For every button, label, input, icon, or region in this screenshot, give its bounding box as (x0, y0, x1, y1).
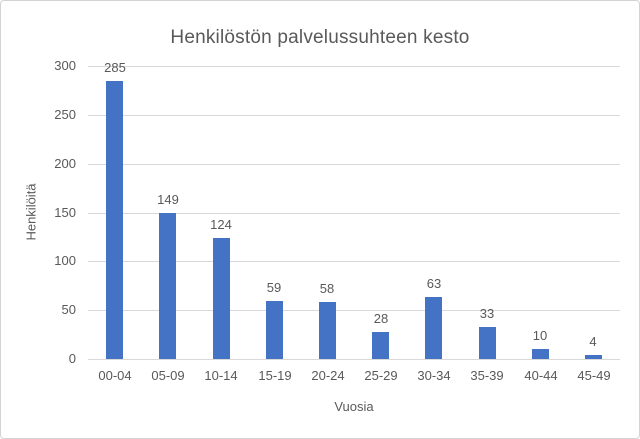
gridline (88, 213, 620, 214)
x-tick-label: 45-49 (577, 368, 611, 383)
x-tick-label: 40-44 (524, 368, 558, 383)
bar-value-label: 149 (157, 192, 179, 207)
gridline (88, 115, 620, 116)
bar-value-label: 285 (104, 60, 126, 75)
bar-30-34 (425, 297, 442, 359)
y-tick-label: 300 (54, 58, 76, 73)
x-tick-label: 10-14 (204, 368, 238, 383)
gridline (88, 164, 620, 165)
x-tick-label: 30-34 (417, 368, 451, 383)
x-tick-label: 00-04 (98, 368, 132, 383)
bar-10-14 (213, 238, 230, 359)
plot-area (88, 66, 620, 360)
bar-15-19 (266, 301, 283, 359)
x-tick-label: 15-19 (258, 368, 292, 383)
y-tick-label: 150 (54, 205, 76, 220)
gridline (88, 66, 620, 67)
y-tick-label: 100 (54, 253, 76, 268)
bar-40-44 (532, 349, 549, 359)
bar-value-label: 124 (210, 217, 232, 232)
bar-value-label: 59 (266, 280, 282, 295)
gridline (88, 359, 620, 360)
y-tick-label: 200 (54, 156, 76, 171)
x-tick-label: 35-39 (470, 368, 504, 383)
bar-value-label: 28 (373, 311, 389, 326)
chart-title: Henkilöstön palvelussuhteen kesto (170, 27, 470, 48)
x-tick-label: 05-09 (151, 368, 185, 383)
bar-value-label: 58 (319, 281, 335, 296)
y-tick-label: 250 (54, 107, 76, 122)
bar-20-24 (319, 302, 336, 359)
bar-value-label: 4 (589, 334, 597, 349)
y-tick-label: 0 (68, 351, 76, 366)
x-tick-label: 20-24 (311, 368, 345, 383)
bar-00-04 (106, 81, 123, 359)
gridline (88, 261, 620, 262)
y-tick-label: 50 (61, 302, 76, 317)
bar-45-49 (585, 355, 602, 359)
bar-value-label: 10 (532, 328, 548, 343)
bar-05-09 (159, 213, 176, 359)
gridline (88, 310, 620, 311)
x-axis-title: Vuosia (334, 399, 374, 414)
bar-value-label: 33 (479, 306, 495, 321)
bar-value-label: 63 (426, 276, 442, 291)
x-tick-label: 25-29 (364, 368, 398, 383)
bar-25-29 (372, 332, 389, 359)
bar-35-39 (479, 327, 496, 359)
